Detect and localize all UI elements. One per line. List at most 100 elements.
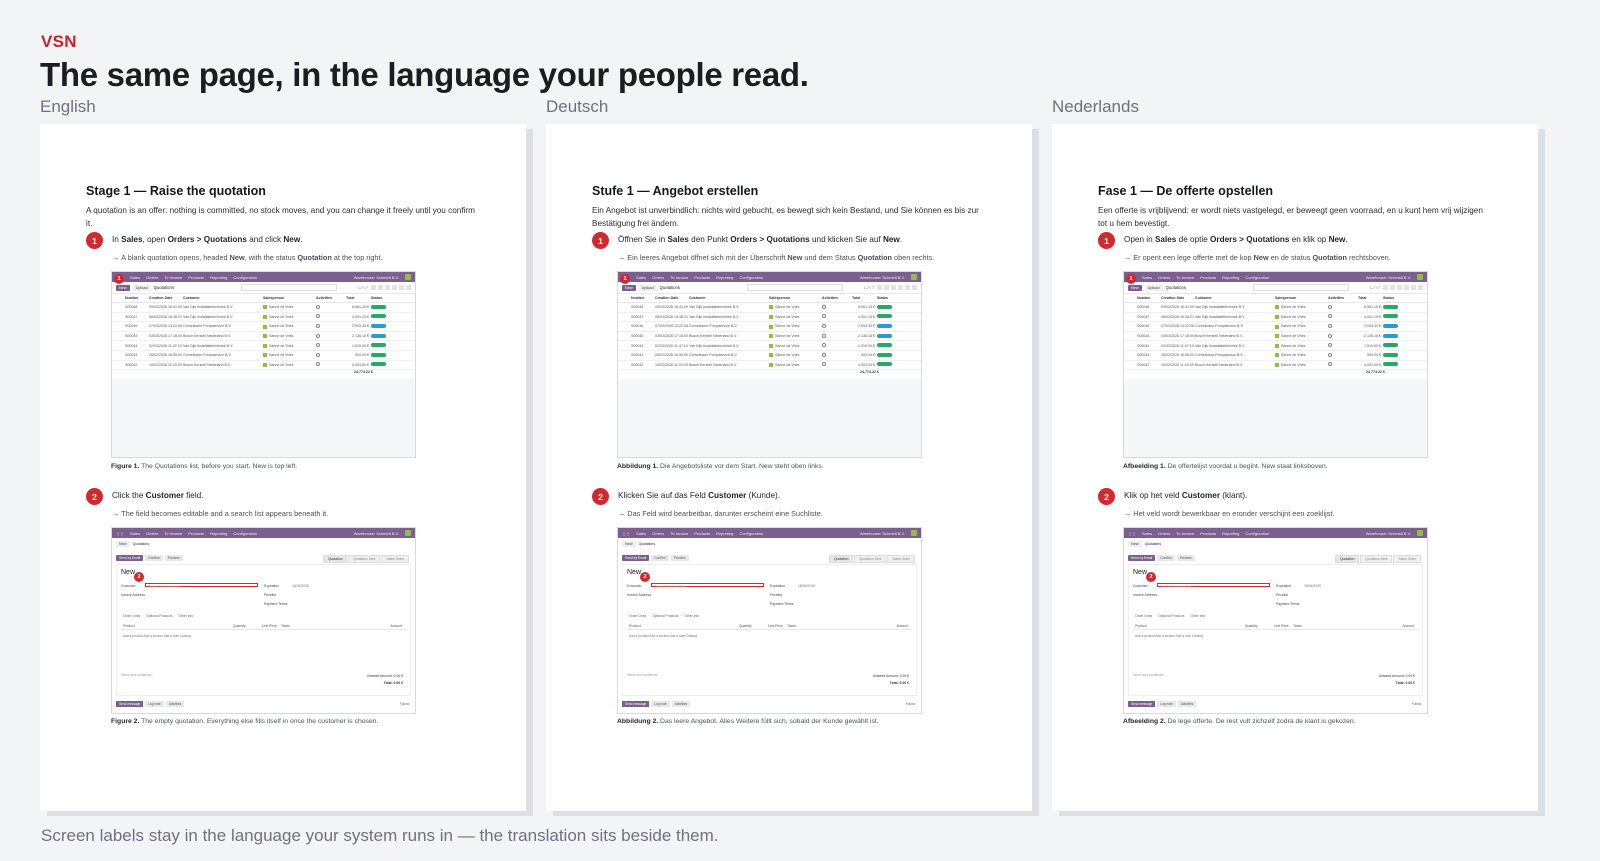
appbar-menu-item[interactable]: Configuration bbox=[233, 274, 258, 280]
appbar-menu-item[interactable]: Reporting bbox=[210, 274, 228, 280]
form-action-button[interactable]: Confirm bbox=[145, 555, 163, 561]
user-avatar[interactable] bbox=[405, 274, 411, 280]
follow-button[interactable]: Follow bbox=[1411, 702, 1421, 706]
expiration-value[interactable]: 18/04/2026 bbox=[1304, 584, 1321, 588]
activity-clock-icon[interactable] bbox=[822, 314, 826, 319]
appbar-menu-item[interactable]: Sales bbox=[636, 530, 647, 536]
new-button[interactable]: New bbox=[622, 284, 636, 291]
status-stage[interactable]: Quotation Sent bbox=[348, 555, 381, 563]
activity-clock-icon[interactable] bbox=[1328, 333, 1332, 338]
appbar-menu-item[interactable]: Products bbox=[188, 274, 205, 280]
user-avatar[interactable] bbox=[911, 274, 917, 280]
search-input[interactable] bbox=[240, 284, 337, 291]
status-stage[interactable]: Quotation Sent bbox=[1360, 555, 1393, 563]
appbar-menu-item[interactable]: Orders bbox=[1158, 530, 1171, 536]
user-avatar[interactable] bbox=[1417, 530, 1423, 536]
pager[interactable]: 1-7 / 7 bbox=[357, 285, 369, 290]
chatter-button[interactable]: Send message bbox=[622, 701, 650, 707]
appbar-menu-item[interactable]: To Invoice bbox=[164, 274, 183, 280]
appbar-menu-item[interactable]: Products bbox=[1200, 530, 1217, 536]
appbar-menu-item[interactable]: Sales bbox=[130, 530, 141, 536]
appbar-menu-item[interactable]: Configuration bbox=[739, 530, 764, 536]
status-stage[interactable]: Quotation bbox=[1335, 555, 1360, 563]
form-tab[interactable]: Other Info bbox=[178, 614, 194, 618]
table-row[interactable]: S00048 09/03/2026 16:41:09 Van Dijk Inst… bbox=[1124, 303, 1427, 313]
activity-clock-icon[interactable] bbox=[316, 314, 320, 319]
activity-clock-icon[interactable] bbox=[822, 362, 826, 367]
activity-clock-icon[interactable] bbox=[316, 323, 320, 328]
activity-clock-icon[interactable] bbox=[1328, 323, 1332, 328]
new-button[interactable]: New bbox=[622, 541, 636, 547]
activity-clock-icon[interactable] bbox=[316, 352, 320, 357]
table-row[interactable]: S00046 07/03/2026 13:22:08 Corneliusen P… bbox=[1124, 322, 1427, 332]
form-action-button[interactable]: Confirm bbox=[1157, 555, 1175, 561]
terms-field[interactable]: Terms and conditions... bbox=[121, 673, 154, 677]
search-input[interactable] bbox=[746, 284, 843, 291]
table-row[interactable]: S00045 03/03/2026 17:18:00 Busch Kerstel… bbox=[1124, 331, 1427, 342]
appbar-menu-item[interactable]: Reporting bbox=[1222, 530, 1240, 536]
chatter-button[interactable]: Log note bbox=[145, 701, 164, 707]
table-row[interactable]: S00042 19/02/2026 11:03:09 Busch Kerstel… bbox=[1124, 360, 1427, 371]
form-tab[interactable]: Order Lines bbox=[629, 614, 647, 618]
status-stage[interactable]: Quotation bbox=[323, 555, 348, 563]
table-row[interactable]: S00043 28/02/2026 16:55:00 Corneliusen P… bbox=[618, 350, 921, 361]
chatter-button[interactable]: Log note bbox=[1157, 701, 1176, 707]
appbar-menu-item[interactable]: Orders bbox=[146, 274, 159, 280]
activity-clock-icon[interactable] bbox=[822, 304, 826, 309]
upload-button[interactable]: Upload bbox=[1144, 284, 1163, 291]
form-action-button[interactable]: Send by Email bbox=[116, 555, 144, 561]
view-switcher[interactable] bbox=[877, 285, 917, 290]
appbar-menu-item[interactable]: Sales bbox=[636, 274, 647, 280]
table-row[interactable]: S00042 19/02/2026 11:03:09 Busch Kerstel… bbox=[618, 360, 921, 371]
appbar-menu-item[interactable]: Products bbox=[694, 530, 711, 536]
table-row[interactable]: S00042 19/02/2026 11:03:09 Busch Kerstel… bbox=[112, 360, 415, 371]
customer-input[interactable] bbox=[1157, 583, 1270, 587]
appbar-menu-item[interactable]: Configuration bbox=[233, 530, 258, 536]
appbar-menu-item[interactable]: Orders bbox=[652, 530, 665, 536]
appbar-menu-item[interactable]: Products bbox=[1200, 274, 1217, 280]
form-action-button[interactable]: Confirm bbox=[651, 555, 669, 561]
chatter-button[interactable]: Activities bbox=[671, 701, 691, 707]
appbar-menu-item[interactable]: Configuration bbox=[1245, 274, 1270, 280]
activity-clock-icon[interactable] bbox=[822, 343, 826, 348]
order-line-links[interactable]: Add a product Add a section Add a note C… bbox=[123, 634, 191, 638]
table-row[interactable]: S00046 07/03/2026 13:22:08 Corneliusen P… bbox=[112, 322, 415, 332]
follow-button[interactable]: Follow bbox=[905, 702, 915, 706]
chatter-button[interactable]: Activities bbox=[1177, 701, 1197, 707]
appbar-menu-item[interactable]: To Invoice bbox=[1176, 274, 1195, 280]
new-button[interactable]: New bbox=[1128, 284, 1142, 291]
expiration-value[interactable]: 18/04/2026 bbox=[292, 584, 309, 588]
customer-input[interactable] bbox=[145, 583, 258, 587]
form-tab[interactable]: Order Lines bbox=[123, 614, 141, 618]
table-row[interactable]: S00044 02/03/2026 11:47:10 Van Dijk Inst… bbox=[618, 341, 921, 351]
activity-clock-icon[interactable] bbox=[1328, 304, 1332, 309]
form-tab[interactable]: Other Info bbox=[684, 614, 700, 618]
order-line-links[interactable]: Add a product Add a section Add a note C… bbox=[1135, 634, 1203, 638]
appbar-menu-item[interactable]: To Invoice bbox=[1176, 530, 1195, 536]
form-tab[interactable]: Other Info bbox=[1190, 614, 1206, 618]
activity-clock-icon[interactable] bbox=[822, 333, 826, 338]
activity-clock-icon[interactable] bbox=[1328, 362, 1332, 367]
table-row[interactable]: S00044 02/03/2026 11:47:10 Van Dijk Inst… bbox=[112, 341, 415, 351]
appbar-menu-item[interactable]: Reporting bbox=[1222, 274, 1240, 280]
upload-button[interactable]: Upload bbox=[132, 284, 151, 291]
appbar-menu-item[interactable]: Reporting bbox=[716, 274, 734, 280]
user-avatar[interactable] bbox=[405, 530, 411, 536]
form-tab[interactable]: Optional Products bbox=[652, 614, 679, 618]
table-row[interactable]: S00045 03/03/2026 17:18:00 Busch Kerstel… bbox=[112, 331, 415, 342]
status-stage[interactable]: Sales Order bbox=[887, 555, 915, 563]
appbar-menu-item[interactable]: Reporting bbox=[210, 530, 228, 536]
appbar-menu-item[interactable]: Orders bbox=[652, 274, 665, 280]
chatter-button[interactable]: Activities bbox=[165, 701, 185, 707]
table-row[interactable]: S00045 03/03/2026 17:18:00 Busch Kerstel… bbox=[618, 331, 921, 342]
table-row[interactable]: S00043 28/02/2026 16:55:00 Corneliusen P… bbox=[112, 350, 415, 361]
view-switcher[interactable] bbox=[371, 285, 411, 290]
table-row[interactable]: S00043 28/02/2026 16:55:00 Corneliusen P… bbox=[1124, 350, 1427, 361]
order-line-links[interactable]: Add a product Add a section Add a note C… bbox=[629, 634, 697, 638]
status-stage[interactable]: Sales Order bbox=[1393, 555, 1421, 563]
chatter-button[interactable]: Send message bbox=[116, 701, 144, 707]
activity-clock-icon[interactable] bbox=[1328, 343, 1332, 348]
appbar-menu-item[interactable]: Sales bbox=[1142, 274, 1153, 280]
table-row[interactable]: S00047 08/03/2026 16:38:21 Van Dijk Inst… bbox=[618, 312, 921, 323]
activity-clock-icon[interactable] bbox=[822, 352, 826, 357]
